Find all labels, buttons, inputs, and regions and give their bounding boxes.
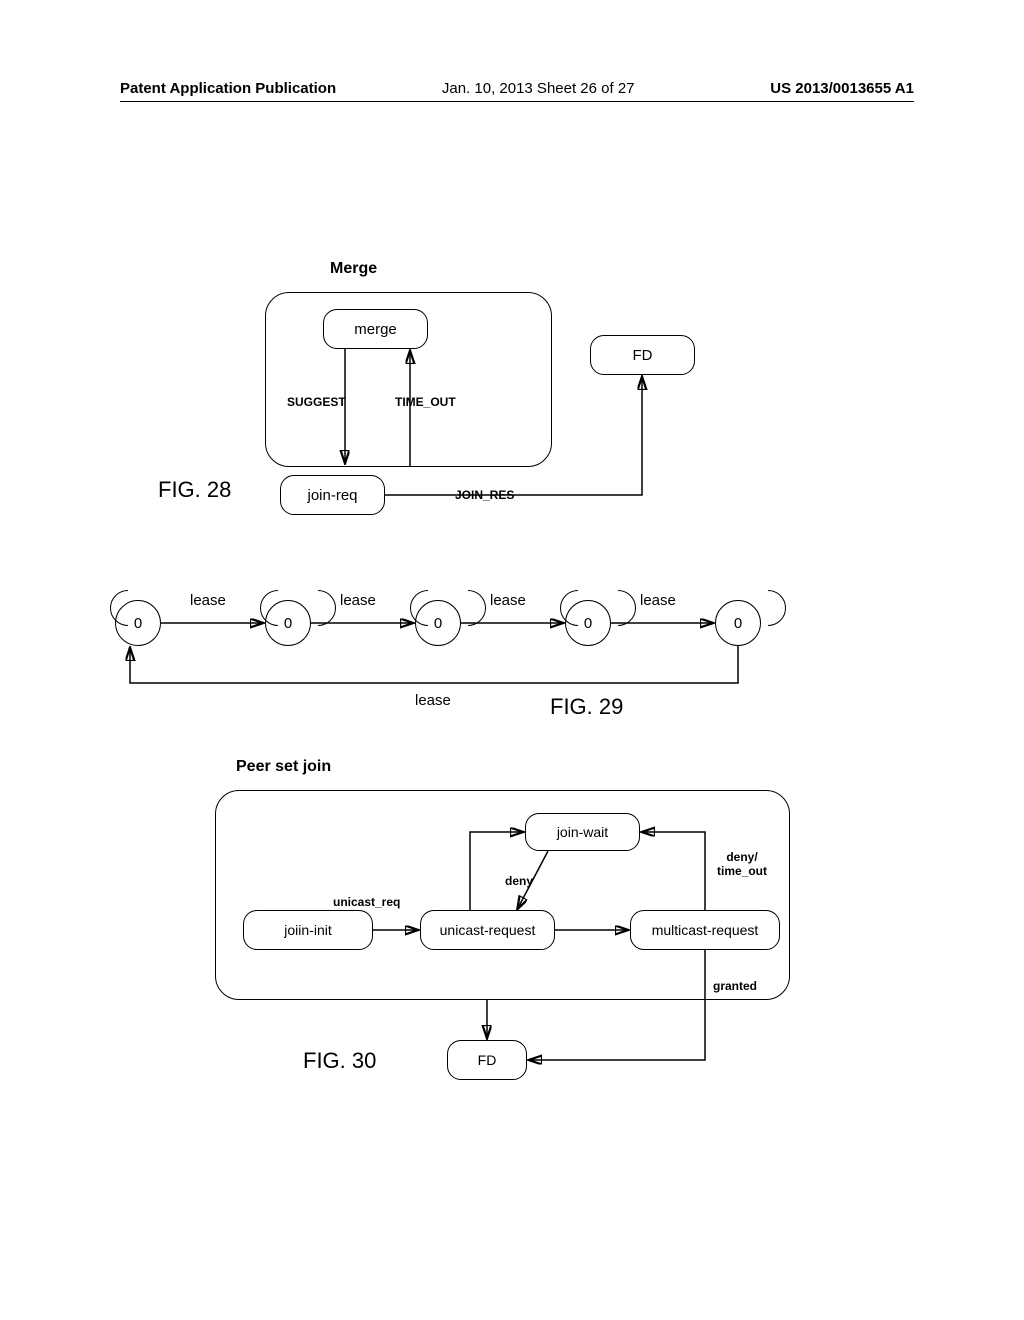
fig29-lease-0: lease — [190, 592, 226, 609]
fig30-joinwait-node: join-wait — [525, 813, 640, 851]
fig29-lease-3: lease — [640, 592, 676, 609]
fig30-denytimeout-label: deny/ time_out — [717, 850, 767, 879]
fig30-joininit-node: joiin-init — [243, 910, 373, 950]
fig29-node-4: 0 — [715, 600, 761, 646]
fig28-merge-label: merge — [354, 321, 397, 338]
fig28-joinreq-node: join-req — [280, 475, 385, 515]
page-header: Patent Application Publication Jan. 10, … — [120, 80, 914, 102]
fig29-lease-4: lease — [415, 692, 451, 709]
fig29-lease-2: lease — [490, 592, 526, 609]
fig30-deny-label: deny — [505, 874, 533, 888]
header-mid: Jan. 10, 2013 Sheet 26 of 27 — [442, 80, 635, 97]
fig30-multicast-label: multicast-request — [652, 922, 759, 938]
fig28-joinres-label: JOIN_RES — [455, 488, 514, 502]
fig29-lease-1: lease — [340, 592, 376, 609]
fig30-caption: FIG. 30 — [303, 1048, 376, 1074]
fig29-caption: FIG. 29 — [550, 694, 623, 720]
fig28-caption: FIG. 28 — [158, 477, 231, 503]
fig28-suggest-label: SUGGEST — [287, 395, 346, 409]
fig28-fd-node: FD — [590, 335, 695, 375]
fig30-container — [215, 790, 790, 1000]
fig30-unicast-req-label: unicast_req — [333, 895, 400, 909]
header-left: Patent Application Publication — [120, 80, 336, 97]
fig28-title: Merge — [330, 260, 377, 278]
fig28-fd-label: FD — [633, 347, 653, 364]
fig30-multicast-node: multicast-request — [630, 910, 780, 950]
fig30-granted-label: granted — [713, 979, 757, 993]
fig30-unicast-label: unicast-request — [440, 922, 536, 938]
fig30-unicast-node: unicast-request — [420, 910, 555, 950]
fig30-joinwait-label: join-wait — [557, 824, 608, 840]
fig30-fd-label: FD — [478, 1052, 497, 1068]
header-right: US 2013/0013655 A1 — [770, 80, 914, 97]
fig30-title: Peer set join — [236, 758, 331, 776]
fig28-timeout-label: TIME_OUT — [395, 395, 456, 409]
fig28-merge-node: merge — [323, 309, 428, 349]
arrows-overlay — [0, 0, 1024, 1320]
fig28-joinreq-label: join-req — [307, 487, 357, 504]
fig30-joininit-label: joiin-init — [284, 922, 331, 938]
fig30-fd-node: FD — [447, 1040, 527, 1080]
